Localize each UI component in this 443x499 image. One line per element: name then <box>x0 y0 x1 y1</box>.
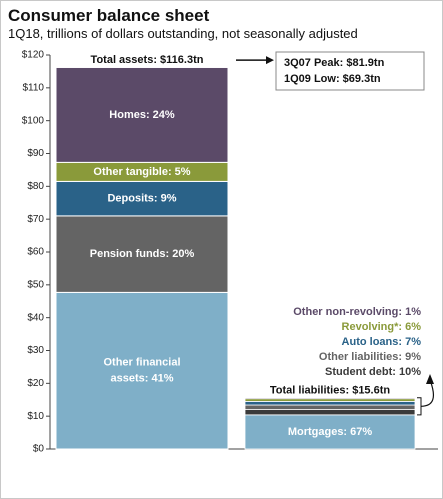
arrow-head <box>266 56 274 65</box>
y-tick-label: $80 <box>27 181 44 192</box>
y-tick-label: $100 <box>22 115 45 126</box>
y-tick-label: $60 <box>27 247 44 258</box>
asset-segment <box>55 291 229 450</box>
liability-legend-item: Auto loans: 7% <box>342 336 422 348</box>
curved-arrow-head <box>426 374 434 384</box>
peak-label: 3Q07 Peak: $81.9tn <box>284 57 385 69</box>
y-tick-label: $110 <box>22 82 44 93</box>
y-tick-label: $40 <box>27 312 44 323</box>
asset-segment-label: Pension funds: 20% <box>90 248 195 260</box>
asset-segment-label: Other tangible: 5% <box>93 166 190 178</box>
asset-segment-label: Deposits: 9% <box>107 193 176 205</box>
y-tick-label: $50 <box>27 279 44 290</box>
total-liabilities-label: Total liabilities: $15.6tn <box>270 385 390 397</box>
y-tick-label: $30 <box>27 345 44 356</box>
low-label: 1Q09 Low: $69.3tn <box>284 73 381 85</box>
y-tick-label: $20 <box>27 378 44 389</box>
asset-segment <box>55 215 229 293</box>
y-tick-label: $10 <box>27 411 44 422</box>
peak-low-box <box>275 51 425 91</box>
asset-segment-label: assets: 41% <box>111 373 174 385</box>
liability-legend-item: Student debt: 10% <box>325 366 421 378</box>
asset-segment-label: Homes: 24% <box>109 109 175 121</box>
chart-subtitle: 1Q18, trillions of dollars outstanding, … <box>8 26 358 41</box>
asset-segment <box>55 180 229 217</box>
y-tick-label: $70 <box>27 214 44 225</box>
y-tick-label: $120 <box>22 50 45 61</box>
liability-bracket <box>417 397 422 416</box>
total-assets-label: Total assets: $116.3tn <box>91 54 204 66</box>
mortgages-label: Mortgages: 67% <box>288 426 373 438</box>
chart-title: Consumer balance sheet <box>8 6 210 25</box>
asset-segment-label: Other financial <box>103 357 180 369</box>
y-tick-label: $0 <box>33 444 45 455</box>
asset-segment <box>55 66 229 163</box>
liability-segment <box>244 400 416 406</box>
liability-segment <box>244 404 416 410</box>
liability-segment <box>244 409 416 416</box>
liability-legend-item: Other liabilities: 9% <box>319 351 421 363</box>
liability-legend-item: Revolving*: 6% <box>342 321 422 333</box>
liability-segment <box>244 397 416 400</box>
liability-legend-item: Other non-revolving: 1% <box>293 306 421 318</box>
y-tick-label: $90 <box>27 148 44 159</box>
curved-arrow <box>420 379 435 407</box>
